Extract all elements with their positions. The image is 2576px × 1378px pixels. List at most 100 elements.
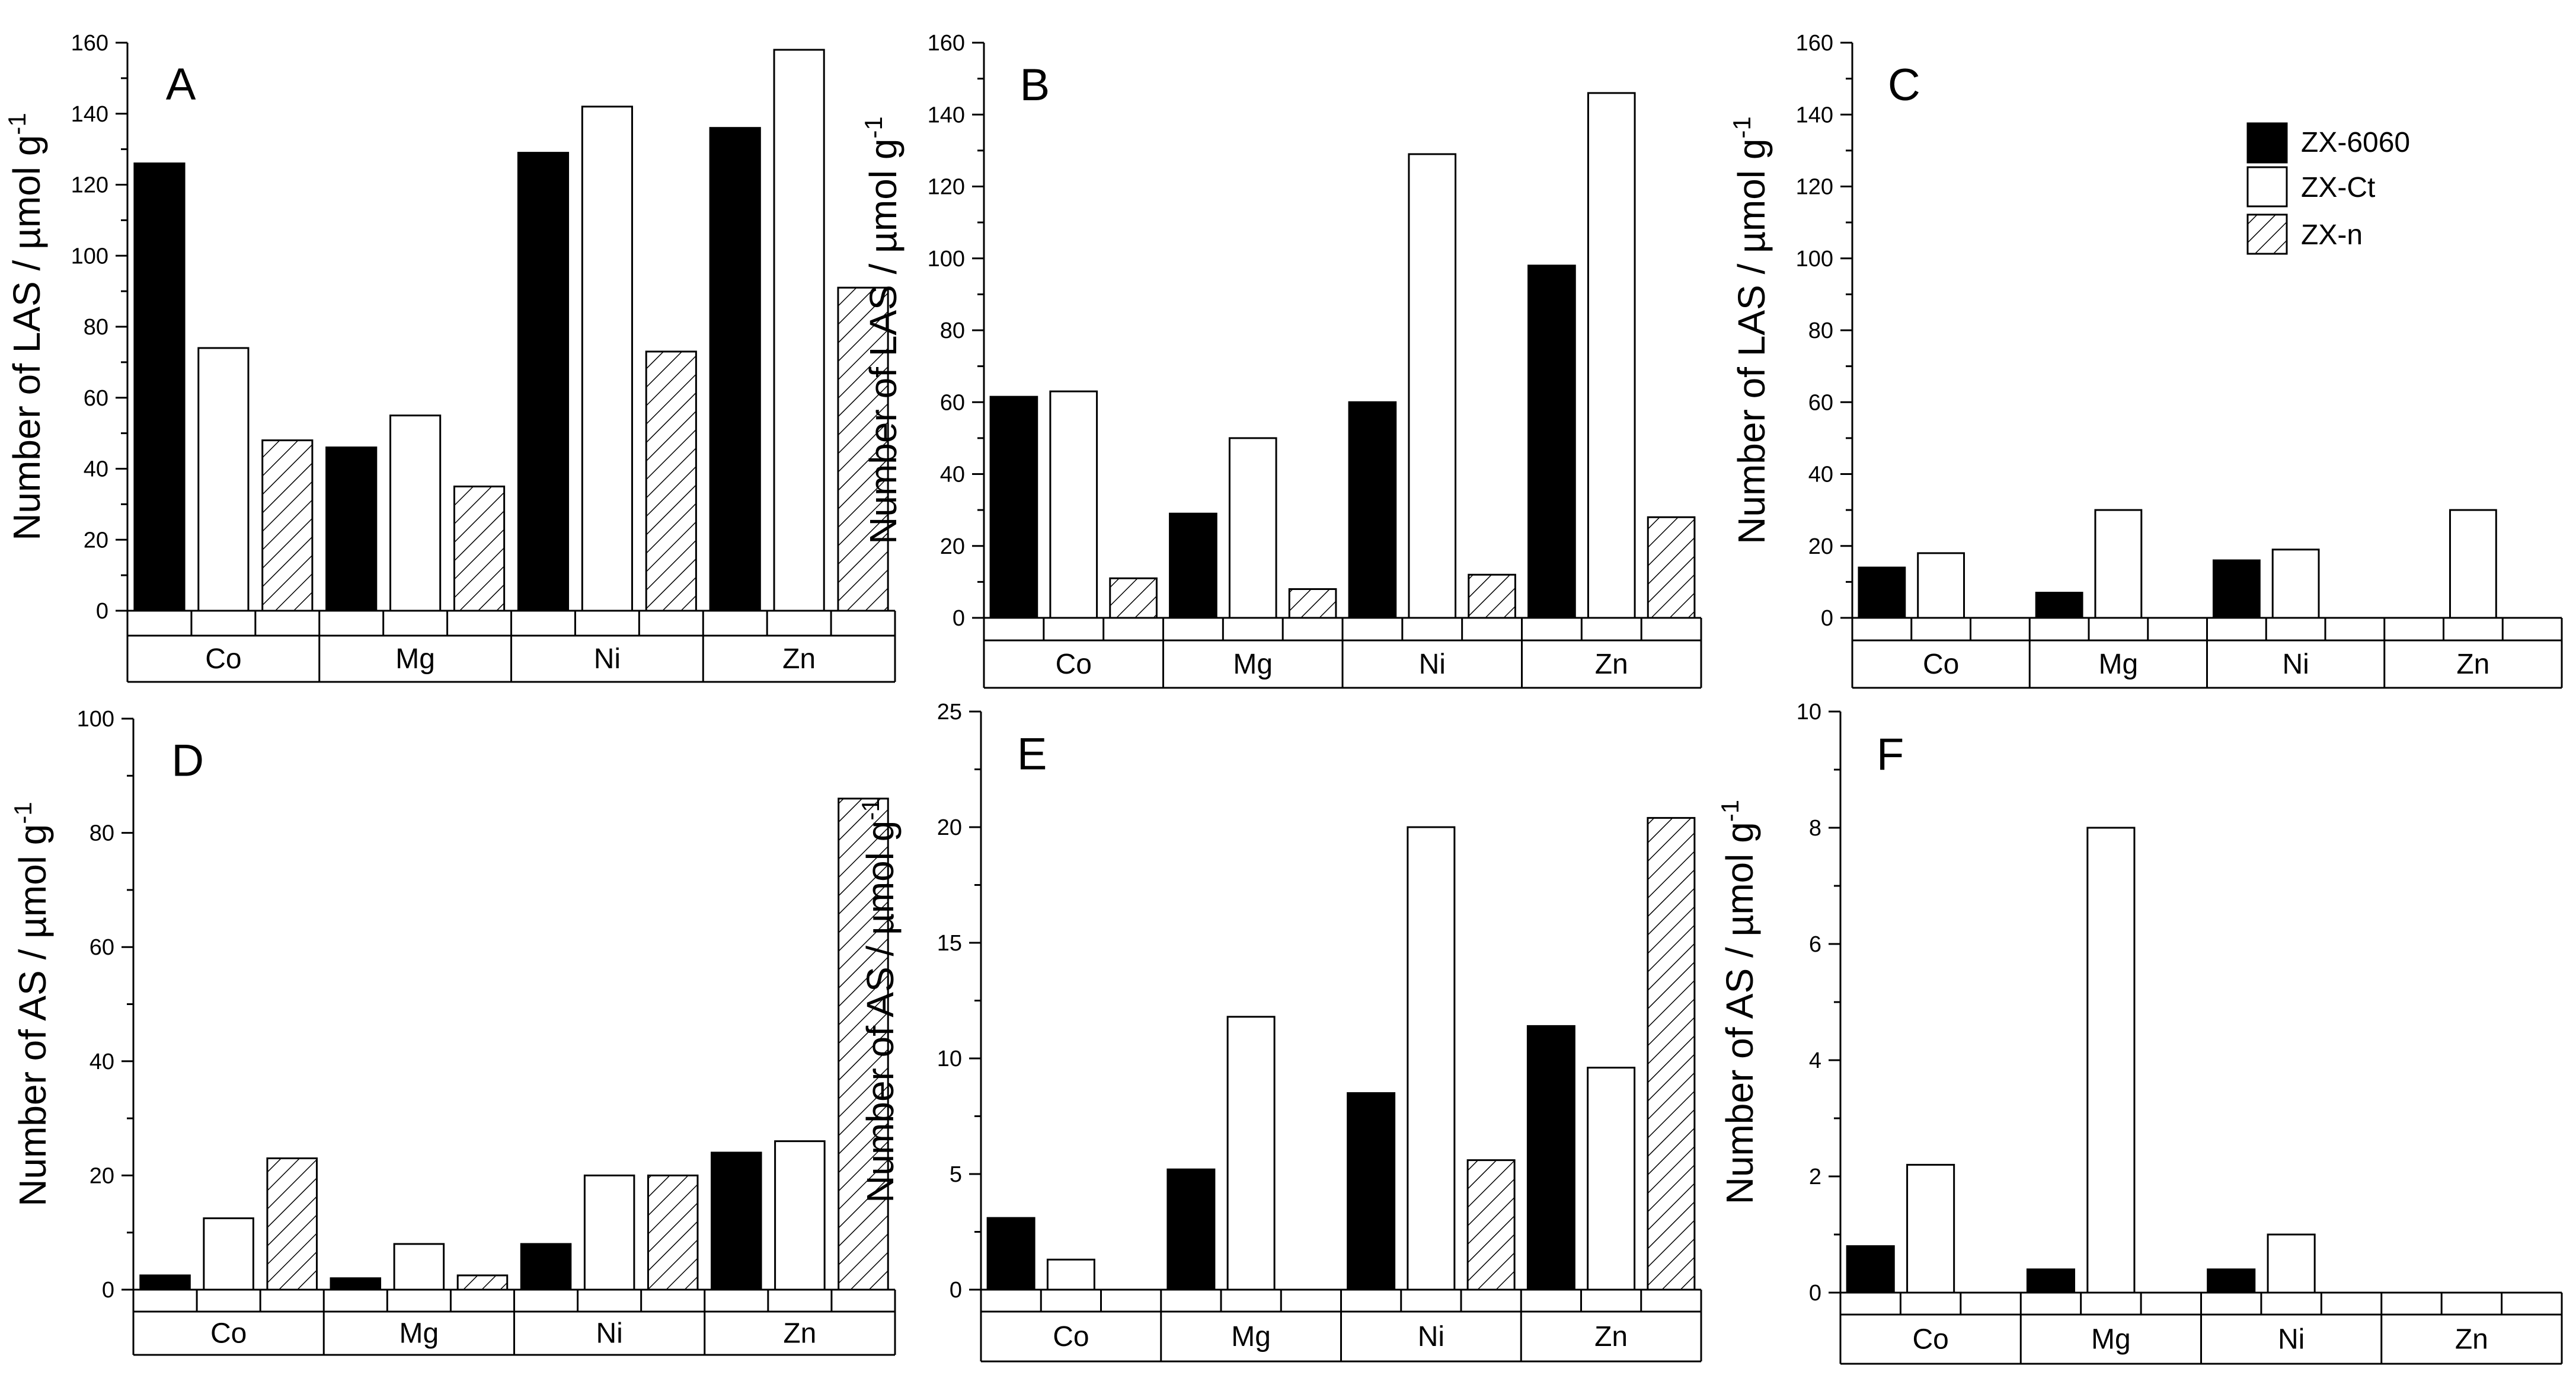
y-tick-label: 20 bbox=[1808, 534, 1833, 559]
panel-letter: D bbox=[171, 735, 204, 786]
x-category-label-ni: Ni bbox=[596, 1318, 622, 1350]
y-tick-label: 100 bbox=[1796, 247, 1833, 272]
panel-letter: F bbox=[1877, 729, 1904, 780]
bar-s2-co bbox=[1046, 1258, 1095, 1291]
bar-s3-mg bbox=[456, 1274, 509, 1291]
x-category-label-mg: Mg bbox=[1233, 649, 1273, 680]
y-tick-label: 6 bbox=[1809, 932, 1821, 957]
y-tick-label: 120 bbox=[71, 173, 108, 198]
bar-s2-mg bbox=[2086, 827, 2136, 1294]
bar-s1-ni bbox=[1348, 401, 1397, 619]
y-tick-label: 20 bbox=[90, 1163, 114, 1188]
bar-s2-co bbox=[1906, 1163, 1955, 1294]
y-tick-label: 140 bbox=[1796, 103, 1833, 127]
bar-s1-mg bbox=[1166, 1168, 1216, 1291]
bar-s2-co bbox=[1917, 552, 1965, 619]
bar-s1-co bbox=[989, 395, 1038, 619]
x-category-label-zn: Zn bbox=[783, 1318, 816, 1350]
y-tick-label: 0 bbox=[1821, 606, 1833, 631]
bar-s2-ni bbox=[2271, 548, 2320, 619]
bar-s1-mg bbox=[325, 446, 378, 612]
bar-s3-ni bbox=[647, 1174, 699, 1291]
y-tick-label: 160 bbox=[1796, 31, 1833, 56]
bar-s1-ni bbox=[2212, 559, 2261, 619]
y-tick-label: 40 bbox=[84, 457, 108, 482]
bar-s2-ni bbox=[583, 1174, 635, 1291]
bar-s1-co bbox=[1858, 566, 1906, 619]
bar-s2-co bbox=[203, 1217, 254, 1291]
y-tick-label: 2 bbox=[1809, 1165, 1821, 1189]
y-axis-title: Number of AS / µmol g-1 bbox=[1716, 800, 1761, 1204]
bar-s3-co bbox=[261, 439, 314, 612]
bar-s2-zn bbox=[2449, 509, 2497, 619]
legend-swatch-s1 bbox=[2246, 122, 2288, 164]
bar-s3-mg bbox=[453, 485, 506, 612]
y-tick-label: 160 bbox=[71, 31, 108, 56]
y-tick-label: 15 bbox=[937, 931, 962, 956]
bar-s3-co bbox=[1109, 577, 1158, 619]
y-axis-title: Number of LAS / µmol g-1 bbox=[1728, 116, 1773, 544]
y-tick-label: 60 bbox=[90, 935, 114, 960]
bar-s1-ni bbox=[520, 1243, 572, 1291]
x-category-label-zn: Zn bbox=[2455, 1324, 2488, 1355]
bar-s1-mg bbox=[1169, 512, 1217, 619]
legend-label-s3: ZX-n bbox=[2301, 219, 2363, 251]
x-category-label-co: Co bbox=[210, 1318, 247, 1350]
x-category-label-co: Co bbox=[1923, 649, 1959, 680]
bar-s1-mg bbox=[2026, 1268, 2076, 1294]
y-axis-title: Number of LAS / µmol g-1 bbox=[3, 113, 48, 541]
bar-s1-zn bbox=[709, 127, 761, 612]
bar-s2-zn bbox=[773, 49, 825, 612]
y-tick-label: 40 bbox=[940, 462, 965, 487]
y-tick-label: 10 bbox=[937, 1047, 962, 1071]
y-axis-title: Number of LAS / µmol g-1 bbox=[859, 116, 905, 544]
bar-s1-mg bbox=[330, 1277, 382, 1291]
x-category-label-ni: Ni bbox=[2278, 1324, 2305, 1355]
bar-s3-zn bbox=[1647, 516, 1696, 619]
x-category-label-mg: Mg bbox=[1231, 1321, 1271, 1353]
y-axis-title-superscript: -1 bbox=[1716, 800, 1744, 822]
x-category-label-zn: Zn bbox=[782, 643, 816, 675]
x-category-label-ni: Ni bbox=[2282, 649, 2309, 680]
bar-s2-ni bbox=[581, 106, 633, 612]
bar-s3-ni bbox=[645, 350, 697, 612]
y-tick-label: 80 bbox=[84, 315, 108, 340]
panel-letter: A bbox=[166, 59, 196, 110]
legend-swatch-s3 bbox=[2246, 213, 2288, 255]
panel-b: 0 20 40 60 80 100 120 140 160 Number of LAS / µmo… bbox=[859, 31, 1702, 689]
y-tick-label: 8 bbox=[1809, 816, 1821, 841]
x-category-label-zn: Zn bbox=[1594, 1321, 1628, 1353]
y-tick-label: 160 bbox=[928, 31, 965, 56]
x-category-label-mg: Mg bbox=[395, 643, 435, 675]
bar-s2-zn bbox=[1587, 92, 1636, 619]
x-category-label-co: Co bbox=[1056, 649, 1092, 680]
y-tick-label: 100 bbox=[71, 244, 108, 269]
y-tick-label: 140 bbox=[928, 103, 965, 127]
bar-s1-ni bbox=[517, 152, 570, 612]
legend-swatch-s2 bbox=[2246, 166, 2288, 208]
y-axis-title-superscript: -1 bbox=[3, 113, 31, 135]
x-category-label-mg: Mg bbox=[2091, 1324, 2131, 1355]
y-tick-label: 100 bbox=[77, 707, 114, 732]
bar-s1-zn bbox=[1526, 1025, 1575, 1291]
bar-s2-co bbox=[1049, 390, 1098, 619]
bar-s2-mg bbox=[393, 1243, 445, 1291]
y-tick-label: 20 bbox=[84, 528, 108, 553]
bar-s2-mg bbox=[2094, 509, 2143, 619]
legend-label-s2: ZX-Ct bbox=[2301, 172, 2375, 203]
panel-letter: B bbox=[1020, 60, 1050, 110]
y-axis-title-superscript: -1 bbox=[859, 116, 887, 138]
y-tick-label: 20 bbox=[940, 534, 965, 559]
y-tick-label: 120 bbox=[928, 175, 965, 200]
bar-s2-co bbox=[197, 347, 250, 612]
panel-e: 0 5 10 15 20 25 Number of AS / µmol g-1 E Co Mg Ni… bbox=[856, 700, 1702, 1363]
bar-s1-zn bbox=[711, 1151, 762, 1291]
y-tick-label: 60 bbox=[1808, 390, 1833, 415]
y-tick-label: 0 bbox=[102, 1278, 114, 1303]
x-category-label-co: Co bbox=[1053, 1321, 1089, 1353]
bar-s3-zn bbox=[1647, 816, 1696, 1291]
y-tick-label: 80 bbox=[90, 821, 114, 846]
y-tick-label: 0 bbox=[1809, 1281, 1821, 1306]
x-category-label-ni: Ni bbox=[1419, 649, 1446, 680]
panel-letter: C bbox=[1888, 60, 1920, 110]
